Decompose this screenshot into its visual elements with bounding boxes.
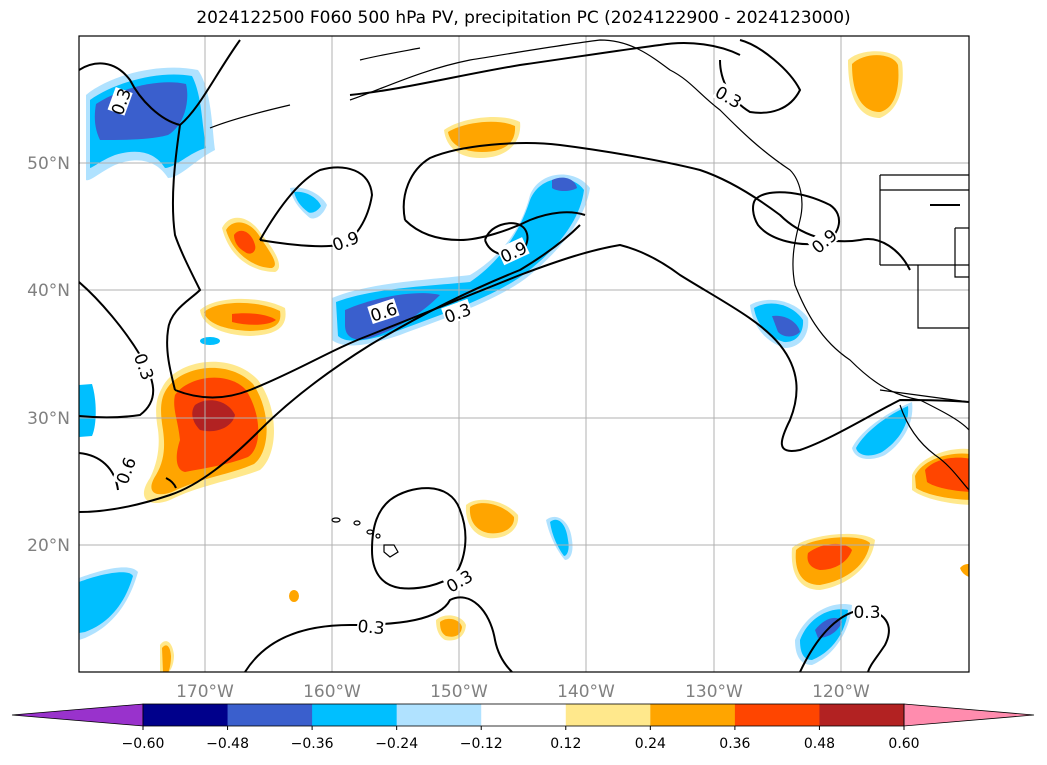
colorbar-segment <box>819 704 905 726</box>
lat-label-50n: 50°N <box>27 154 70 174</box>
colorbar-tick-label: −0.12 <box>460 736 503 752</box>
negative-anomaly-left-edge <box>79 384 96 437</box>
svg-text:0.3: 0.3 <box>853 603 880 623</box>
colorbar-tick-label: 0.24 <box>635 736 666 752</box>
colorbar-border <box>142 703 905 727</box>
colorbar-segment <box>396 704 482 726</box>
colorbar-tick-label: 0.36 <box>719 736 750 752</box>
lon-label-120w: 120°W <box>812 682 870 702</box>
colorbar-extend-low <box>11 703 144 727</box>
colorbar-extend-high <box>903 703 1035 727</box>
latitude-labels: 50°N 40°N 30°N 20°N <box>27 154 70 556</box>
colorbar-segment <box>227 704 313 726</box>
colorbar-segment <box>143 704 229 726</box>
lon-label-160w: 160°W <box>303 682 361 702</box>
colorbar-tick-label: −0.24 <box>375 736 418 752</box>
lon-label-130w: 130°W <box>685 682 743 702</box>
colorbar-tick-label: 0.60 <box>888 736 919 752</box>
lat-label-40n: 40°N <box>27 281 70 301</box>
map-frame <box>78 35 970 673</box>
colorbar-segment <box>565 704 651 726</box>
colorbar-tick-label: −0.48 <box>206 736 249 752</box>
hawaii-islands <box>331 517 399 558</box>
colorbar-segment <box>481 704 567 726</box>
colorbar-tick-label: 0.12 <box>550 736 581 752</box>
lat-label-30n: 30°N <box>27 409 70 429</box>
coastlines <box>209 39 969 491</box>
positive-anomaly-large <box>143 361 274 504</box>
lon-label-170w: 170°W <box>176 682 234 702</box>
colorbar-segment <box>734 704 820 726</box>
longitude-labels: 170°W 160°W 150°W 140°W 130°W 120°W <box>176 682 870 702</box>
colorbar-tick-label: −0.60 <box>122 736 165 752</box>
colorbar-tick-label: 0.48 <box>804 736 835 752</box>
lat-label-20n: 20°N <box>27 536 70 556</box>
lon-label-140w: 140°W <box>557 682 615 702</box>
colorbar: −0.60 −0.48 −0.36 −0.24 −0.12 0.12 0.24 0.36 0.4… <box>11 703 1035 752</box>
pv-contours <box>79 39 969 672</box>
map-title: 2024122500 F060 500 hPa PV, precipitatio… <box>196 8 851 28</box>
colorbar-tick-label: −0.36 <box>291 736 334 752</box>
colorbar-segment <box>312 704 398 726</box>
colorbar-segment <box>650 704 736 726</box>
svg-text:0.3: 0.3 <box>357 617 386 639</box>
lon-label-150w: 150°W <box>430 682 488 702</box>
